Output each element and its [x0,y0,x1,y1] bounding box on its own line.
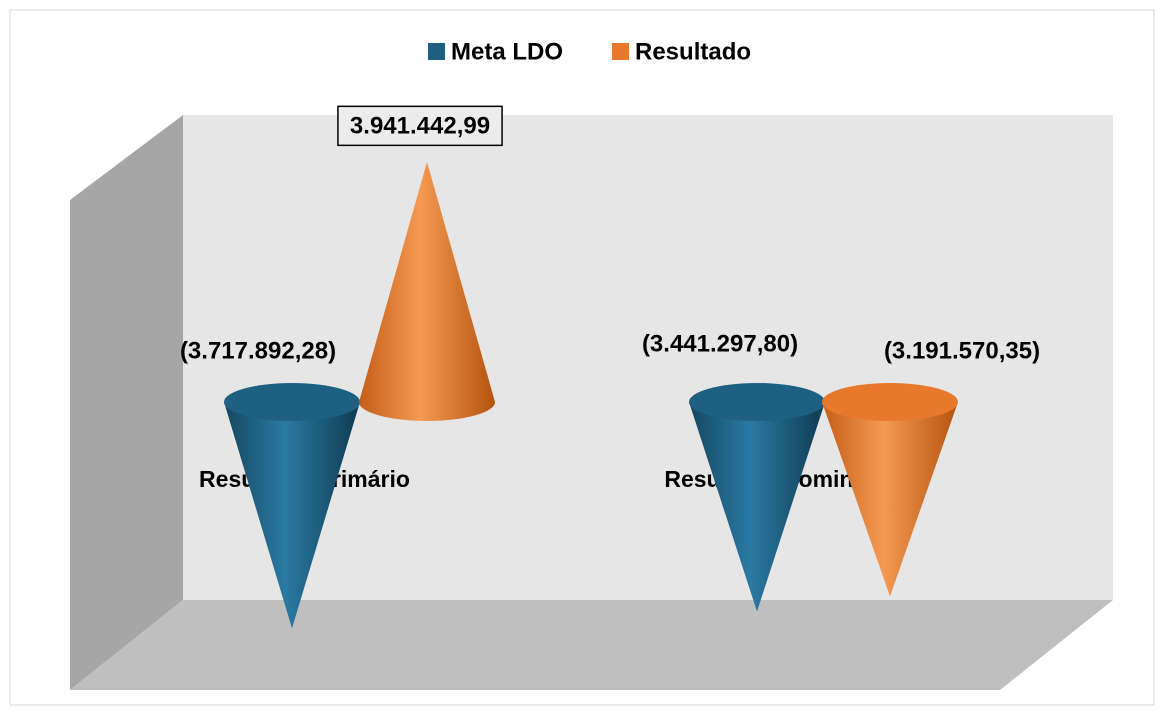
cone [689,383,825,612]
legend-label: Meta LDO [451,38,563,65]
cone [359,162,495,421]
value-label-box [337,105,503,147]
cone-body [822,402,958,597]
legend-swatch [428,43,445,60]
value-label: (3.191.570,35) [884,337,1040,364]
floor [70,600,1113,690]
cone-body [224,402,360,629]
value-label: (3.717.892,28) [180,337,336,364]
cone-top [822,383,958,421]
cone-body [359,162,495,421]
cone-top [689,383,825,421]
value-label: (3.441.297,80) [642,330,798,357]
cone [224,383,360,629]
cone [822,383,958,597]
cone-body [689,402,825,612]
cone-top [224,383,360,421]
side-wall [70,115,183,690]
legend-swatch [612,43,629,60]
legend: Meta LDO Resultado [428,38,751,65]
legend-label: Resultado [635,38,751,65]
value-label: 3.941.442,99 [350,112,490,139]
